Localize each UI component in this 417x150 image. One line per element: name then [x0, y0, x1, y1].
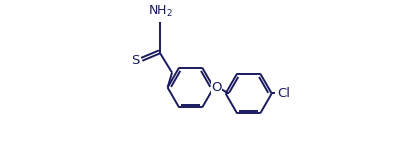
Text: Cl: Cl: [278, 87, 291, 100]
Text: O: O: [211, 81, 222, 94]
Text: S: S: [131, 54, 140, 67]
Text: NH$_2$: NH$_2$: [148, 4, 173, 19]
